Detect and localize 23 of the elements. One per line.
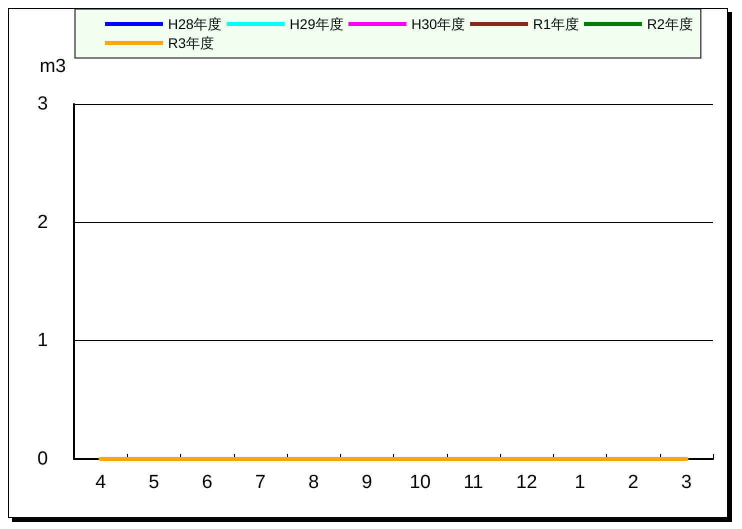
y-tick-label: 2 — [37, 212, 48, 233]
x-tick-label: 10 — [410, 472, 431, 493]
x-tick-label: 12 — [516, 472, 538, 493]
legend-label: H29年度 — [290, 16, 344, 32]
legend-label: H28年度 — [168, 16, 222, 32]
x-tick-label: 1 — [574, 472, 586, 493]
legend-label: H30年度 — [411, 16, 466, 32]
y-axis-title: m3 — [40, 56, 66, 77]
legend-label: R3年度 — [168, 35, 214, 51]
x-tick-label: 4 — [95, 472, 106, 493]
x-tick-label: 2 — [628, 472, 638, 493]
legend-label: R2年度 — [646, 16, 693, 32]
legend-label: R1年度 — [533, 16, 579, 32]
x-tick-label: 3 — [681, 472, 692, 493]
y-tick-label: 3 — [37, 94, 48, 114]
y-tick-label: 0 — [37, 448, 48, 470]
x-tick-label: 7 — [255, 472, 266, 493]
y-tick-label: 1 — [37, 330, 48, 352]
x-tick-label: 8 — [308, 472, 319, 493]
x-tick-label: 9 — [362, 472, 372, 493]
x-tick-label: 11 — [464, 472, 484, 493]
x-tick-label: 6 — [202, 472, 212, 493]
x-tick-label: 5 — [148, 472, 160, 493]
